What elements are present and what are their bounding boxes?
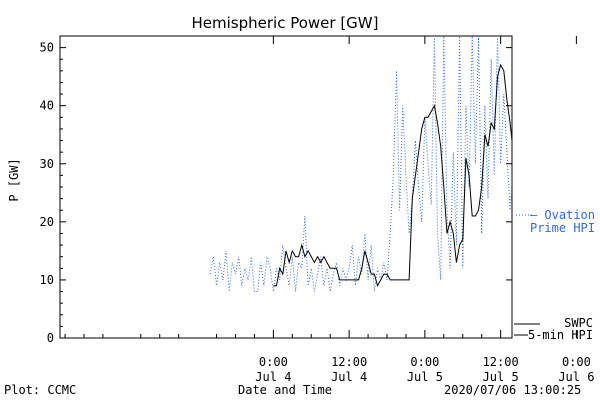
series-line-swpc-5min-hpi [273,63,512,288]
legend-label-ovation-2: Prime HPI [530,221,595,235]
y-tick-label: 40 [40,99,54,113]
legend-label-ovation: — Ovation [530,208,595,222]
x-tick-time-label: 12:00 [331,355,367,369]
chart-title: Hemispheric Power [GW] [192,14,379,32]
y-axis-label: P [GW] [7,158,21,201]
x-tick-time-label: 12:00 [483,355,519,369]
footer-credit: Plot: CCMC [4,383,77,397]
footer-timestamp: 2020/07/06 13:00:25 [444,383,582,397]
series-line-ovation-prime-hpi [209,36,512,292]
y-tick-label: 50 [40,41,54,55]
y-tick-label: 20 [40,215,54,229]
x-tick-date-label: Jul 6 [558,370,594,384]
x-tick-time-label: 0:00 [259,355,288,369]
footer-xlabel: Date and Time [238,383,332,397]
legend-label-swpc: SWPC [564,316,593,330]
y-tick-label: 30 [40,157,54,171]
y-tick-label: 10 [40,273,54,287]
x-tick-time-label: 0:00 [562,355,591,369]
legend-label-swpc-2: 5-min HPI [528,328,593,342]
x-tick-date-label: Jul 4 [255,370,291,384]
y-tick-label: 0 [47,331,54,345]
x-tick-date-label: Jul 4 [331,370,367,384]
x-tick-date-label: Jul 5 [407,370,443,384]
x-tick-date-label: Jul 5 [483,370,519,384]
x-tick-time-label: 0:00 [410,355,439,369]
